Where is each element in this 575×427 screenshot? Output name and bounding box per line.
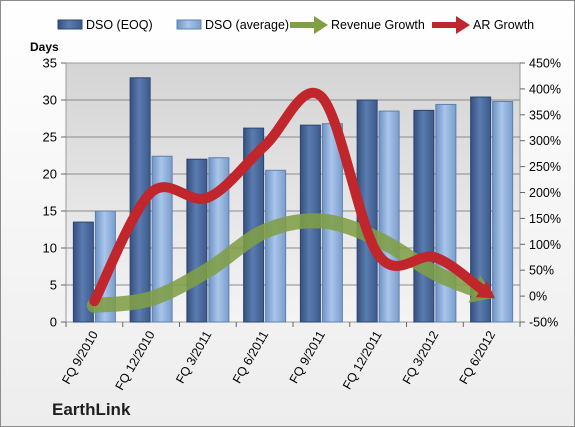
legend-label-revenue-growth: Revenue Growth bbox=[331, 18, 425, 32]
legend-label-dso-eoq: DSO (EOQ) bbox=[86, 18, 153, 32]
bar-dso-eoq bbox=[470, 96, 492, 323]
ar-growth-arrowhead bbox=[475, 280, 495, 299]
y-left-tick-label: 30 bbox=[43, 93, 57, 108]
y-left-tick-label: 10 bbox=[43, 241, 57, 256]
legend-arrow-revenue-growth bbox=[314, 16, 328, 34]
y-left-tick-label: 20 bbox=[43, 167, 57, 182]
y-right-tick-label: 100% bbox=[529, 238, 561, 252]
y-right-tick-label: 400% bbox=[529, 82, 561, 96]
x-tick-label: FQ 12/2010 bbox=[113, 328, 158, 392]
y-left-tick-label: 5 bbox=[50, 278, 57, 293]
y-left-axis-title: Days bbox=[30, 40, 59, 54]
y-right-tick-label: 200% bbox=[529, 186, 561, 200]
bar-dso-average bbox=[151, 155, 173, 323]
y-right-tick-label: 350% bbox=[529, 108, 561, 122]
x-tick-label: FQ 3/2012 bbox=[400, 328, 442, 386]
legend-swatch-dso-eoq bbox=[57, 19, 83, 30]
y-right-tick-label: 0% bbox=[529, 290, 547, 304]
company-label: EarthLink bbox=[52, 400, 131, 419]
x-tick-label: FQ 9/2011 bbox=[287, 328, 328, 385]
growth-lines bbox=[86, 87, 496, 313]
x-tick-label: FQ 6/2011 bbox=[230, 328, 271, 385]
legend-label-ar-growth: AR Growth bbox=[473, 18, 534, 32]
y-right-tick-label: 450% bbox=[529, 57, 561, 71]
y-left-tick-label: 0 bbox=[50, 315, 57, 330]
x-tick-label: FQ 9/2010 bbox=[59, 328, 101, 386]
x-tick-label: FQ 3/2011 bbox=[173, 328, 214, 385]
revenue-growth-line bbox=[86, 213, 490, 313]
ar-growth-line bbox=[89, 87, 487, 307]
legend-label-dso-average: DSO (average) bbox=[205, 18, 289, 32]
y-right-tick-label: 300% bbox=[529, 134, 561, 148]
bar-dso-average bbox=[492, 100, 514, 323]
legend-arrow-ar-growth bbox=[456, 16, 470, 34]
y-right-tick-label: 150% bbox=[529, 212, 561, 226]
y-right-tick-label: 250% bbox=[529, 160, 561, 174]
bar-dso-average bbox=[265, 169, 287, 323]
y-left-tick-label: 25 bbox=[43, 130, 57, 145]
bar-dso-eoq bbox=[413, 109, 435, 323]
y-right-tick-label: 50% bbox=[529, 264, 554, 278]
y-left-tick-label: 15 bbox=[43, 204, 57, 219]
y-right-tick-label: -50% bbox=[529, 316, 558, 330]
bar-dso-eoq bbox=[186, 158, 208, 323]
y-left-tick-label: 35 bbox=[43, 56, 57, 71]
bar-dso-average bbox=[435, 103, 457, 323]
bar-dso-eoq bbox=[72, 221, 94, 323]
x-tick-label: FQ 6/2012 bbox=[457, 328, 499, 386]
x-tick-label: FQ 12/2011 bbox=[340, 328, 385, 391]
bar-dso-average bbox=[378, 110, 400, 323]
legend: DSO (EOQ) DSO (average) Revenue Growth AR G… bbox=[57, 16, 534, 34]
legend-swatch-dso-average bbox=[176, 19, 202, 30]
